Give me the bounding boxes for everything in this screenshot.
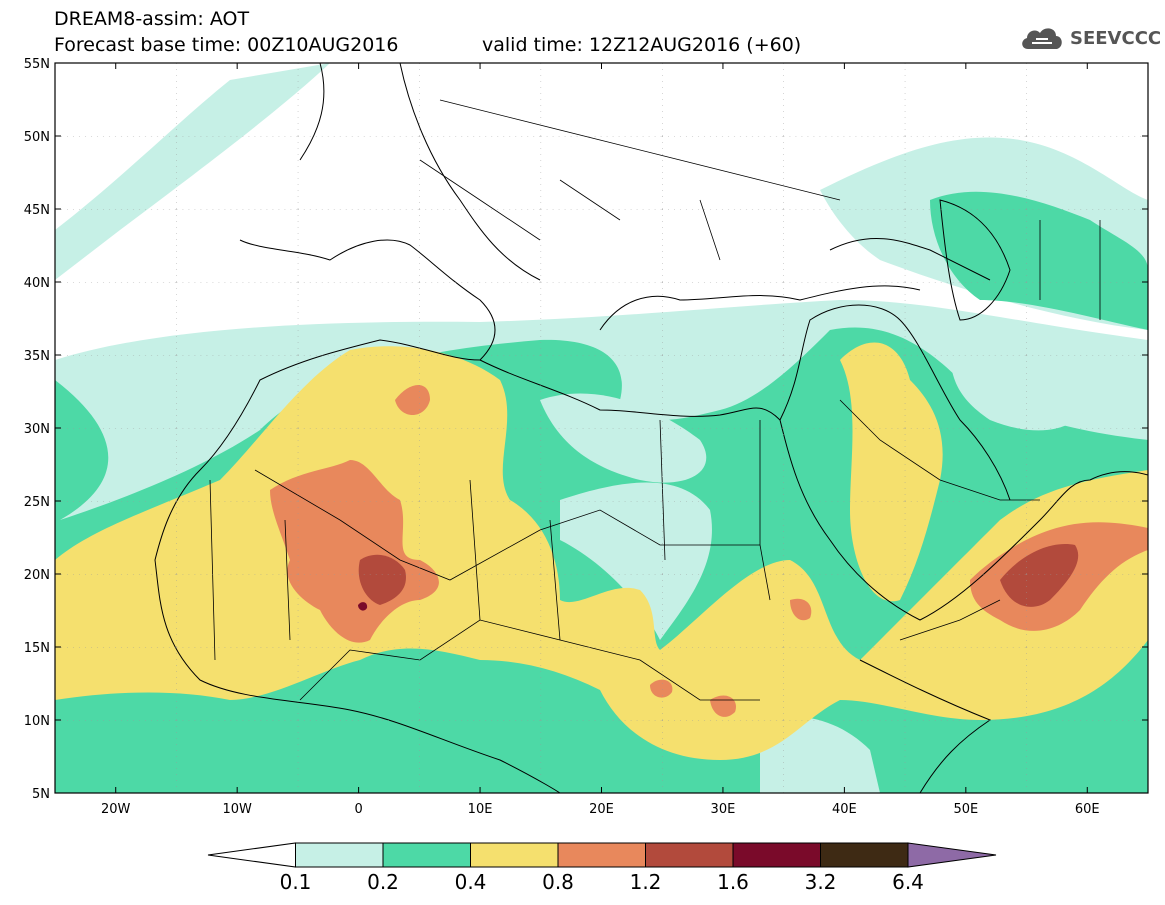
longitude-axis: 20W 10W 0 10E 20E 30E 40E 50E 60E [101, 63, 1100, 817]
lat-tick-label: 55N [24, 57, 50, 72]
lat-tick-label: 50N [24, 130, 50, 145]
lat-tick-label: 30N [24, 422, 50, 437]
lon-tick-label: 50E [953, 802, 978, 817]
colorbar-label: 3.2 [805, 870, 837, 894]
colorbar-label: 0.4 [455, 870, 487, 894]
colorbar-swatch [382, 842, 471, 868]
lat-tick-label: 45N [24, 203, 50, 218]
latitude-axis: 55N 50N 45N 40N 35N 30N 25N 20N 15N 10N 5N [24, 57, 1148, 802]
colorbar-swatch [557, 842, 646, 868]
lat-tick-label: 25N [24, 495, 50, 510]
lon-tick-label: 10E [468, 802, 493, 817]
colorbar-swatch [732, 842, 821, 868]
colorbar-swatch [820, 842, 909, 868]
lon-tick-label: 30E [711, 802, 736, 817]
colorbar-swatch [295, 842, 384, 868]
seevccc-logo: SEEVCCC [1018, 22, 1161, 54]
colorbar-label: 0.2 [367, 870, 399, 894]
colorbar-label: 0.8 [542, 870, 574, 894]
lon-tick-label: 0 [354, 802, 362, 817]
colorbar-max-arrow [907, 842, 997, 868]
lon-tick-label: 20W [101, 802, 131, 817]
lat-tick-label: 10N [24, 714, 50, 729]
cloud-icon [1022, 28, 1062, 49]
colorbar-label: 6.4 [892, 870, 924, 894]
lon-tick-label: 40E [832, 802, 857, 817]
colorbar-label: 0.1 [280, 870, 312, 894]
graticule [55, 63, 1148, 793]
lat-tick-label: 5N [32, 787, 50, 802]
colorbar-label: 1.6 [717, 870, 749, 894]
colorbar-min-arrow [207, 842, 296, 868]
lat-tick-label: 20N [24, 568, 50, 583]
lat-tick-label: 35N [24, 349, 50, 364]
colorbar-label: 1.2 [630, 870, 662, 894]
forecast-base-time: Forecast base time: 00Z10AUG2016 [54, 34, 399, 56]
lon-tick-label: 10W [222, 802, 252, 817]
colorbar: 0.1 0.2 0.4 0.8 1.2 1.6 3.2 6.4 [207, 842, 997, 894]
logo-text: SEEVCCC [1070, 27, 1162, 49]
lon-tick-label: 20E [589, 802, 614, 817]
colorbar-swatch [645, 842, 734, 868]
lat-tick-label: 15N [24, 641, 50, 656]
lon-tick-label: 60E [1075, 802, 1100, 817]
colorbar-swatch [470, 842, 559, 868]
valid-time: valid time: 12Z12AUG2016 (+60) [482, 34, 802, 56]
map-title: DREAM8-assim: AOT [54, 8, 250, 30]
lat-tick-label: 40N [24, 276, 50, 291]
